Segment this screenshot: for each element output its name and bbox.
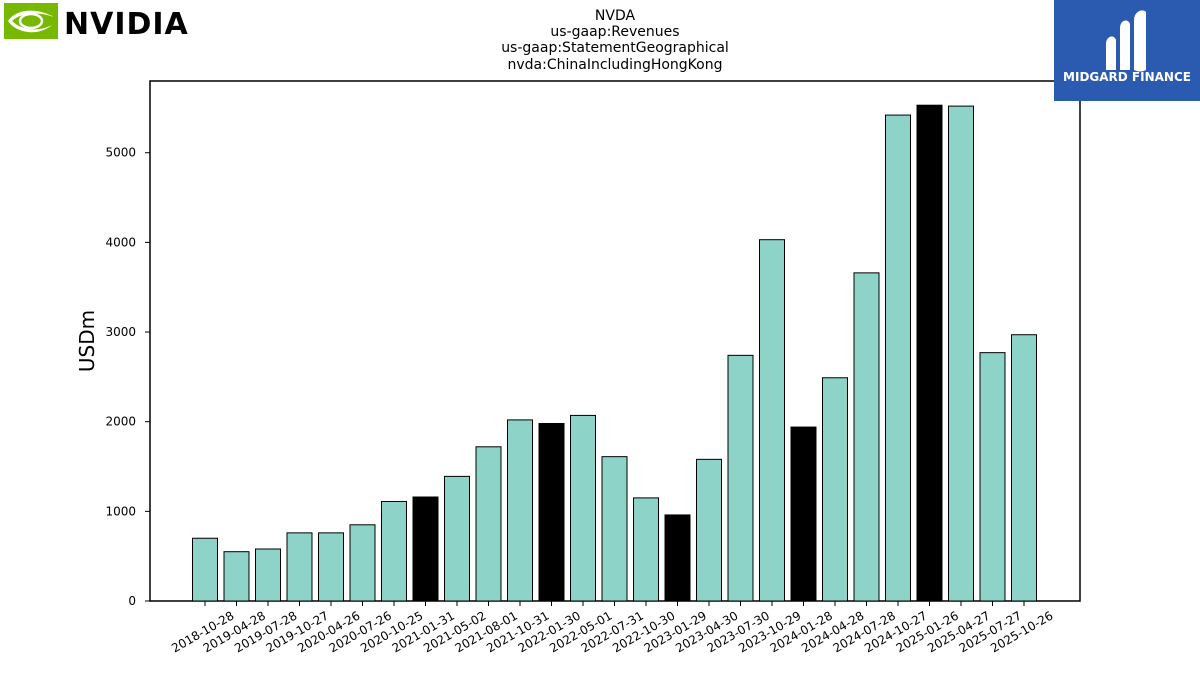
- bar: [507, 419, 533, 602]
- bar: [538, 422, 565, 602]
- chart-title: NVDA us-gaap:Revenues us-gaap:StatementG…: [501, 8, 729, 73]
- bar: [822, 377, 848, 602]
- bar: [349, 524, 376, 602]
- bar: [885, 114, 911, 602]
- y-tick-label: 4000: [105, 235, 136, 249]
- bar: [696, 458, 722, 602]
- bar: [948, 105, 974, 602]
- bar: [853, 272, 880, 602]
- bar: [381, 500, 407, 602]
- y-axis-label: USDm: [75, 310, 99, 372]
- bar: [570, 414, 596, 602]
- bar: [192, 537, 218, 602]
- chart-title-line: us-gaap:Revenues: [550, 24, 679, 40]
- bar: [790, 426, 817, 602]
- nvidia-logo-text: NVIDIA: [64, 7, 189, 42]
- bar: [412, 496, 439, 602]
- y-tick-label: 3000: [105, 325, 136, 339]
- bar: [727, 354, 754, 602]
- y-axis: 0 1000 2000 3000 4000 5000: [105, 146, 150, 608]
- nvidia-logo: NVIDIA: [4, 3, 189, 42]
- bar: [444, 475, 470, 602]
- bar: [664, 514, 691, 602]
- bar: [475, 446, 502, 602]
- bar: [223, 551, 250, 602]
- midgard-finance-logo: MIDGARD FINANCE: [1054, 0, 1200, 101]
- bars-group: [192, 104, 1037, 602]
- bar: [633, 497, 659, 602]
- midgard-logo-mark: [1106, 10, 1146, 72]
- bar: [1011, 334, 1037, 602]
- y-tick-label: 0: [128, 594, 136, 608]
- bar: [601, 456, 628, 602]
- bar: [916, 104, 943, 602]
- bar: [255, 548, 281, 602]
- bar: [286, 532, 313, 602]
- midgard-logo-text: MIDGARD FINANCE: [1063, 70, 1191, 84]
- chart-title-line: us-gaap:StatementGeographical: [501, 40, 729, 56]
- bar: [318, 532, 344, 602]
- chart-title-line: NVDA: [595, 8, 636, 24]
- chart-title-line: nvda:ChinaIncludingHongKong: [508, 57, 723, 73]
- bar: [759, 239, 785, 602]
- bar: [979, 352, 1006, 602]
- y-tick-label: 5000: [105, 146, 136, 160]
- y-tick-label: 1000: [105, 504, 136, 518]
- x-axis: 2018-10-282019-04-282019-07-282019-10-27…: [169, 601, 1056, 655]
- y-tick-label: 2000: [105, 415, 136, 429]
